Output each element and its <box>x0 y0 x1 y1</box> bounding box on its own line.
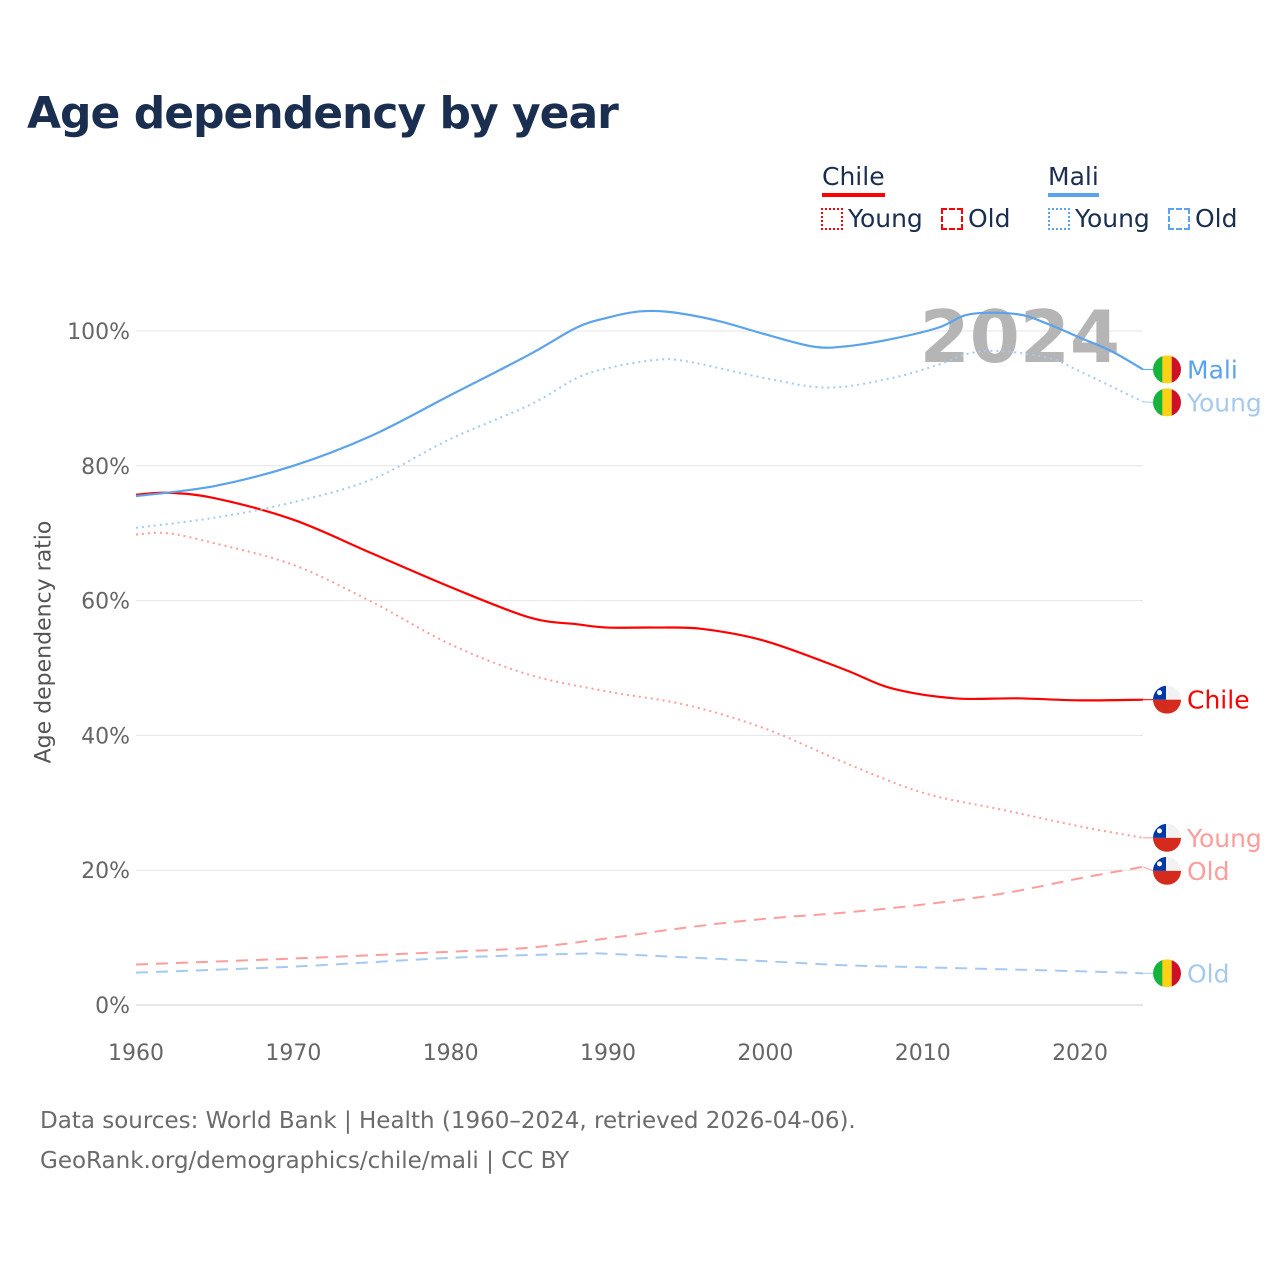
x-tick-label: 1960 <box>108 1041 164 1066</box>
legend-label: Old <box>968 204 1011 233</box>
x-tick-label: 2020 <box>1052 1041 1108 1066</box>
x-tick-label: 1970 <box>265 1041 321 1066</box>
y-tick-label: 0% <box>95 994 130 1019</box>
chile-flag-icon <box>1153 685 1181 714</box>
y-tick-label: 100% <box>67 320 130 345</box>
end-label-mali: Mali <box>1187 355 1238 384</box>
footer-link[interactable]: GeoRank.org/demographics/chile/mali | CC… <box>40 1148 570 1174</box>
legend-mali-young[interactable]: Young <box>1048 204 1150 233</box>
dotted-swatch-icon <box>1048 207 1070 230</box>
dotted-swatch-icon <box>821 207 843 230</box>
chile-flag-icon <box>1153 823 1181 852</box>
dashed-swatch-icon <box>941 207 963 230</box>
series-line-chile <box>135 491 1144 702</box>
legend-label: Young <box>848 204 923 233</box>
chile-flag-icon <box>1153 856 1181 885</box>
x-tick-label: 2010 <box>895 1041 951 1066</box>
legend-chile-old[interactable]: Old <box>941 204 1011 233</box>
y-tick-label: 80% <box>81 455 130 480</box>
x-tick-label: 1980 <box>423 1041 479 1066</box>
mali-flag-icon <box>1153 388 1181 417</box>
y-axis-label: Age dependency ratio <box>31 520 57 764</box>
mali-flag-icon <box>1153 355 1181 384</box>
end-label-chile: Chile <box>1187 686 1250 715</box>
year-watermark: 2024 <box>920 295 1120 379</box>
end-label-mali-old: Old <box>1187 959 1230 988</box>
mali-flag-icon <box>1153 959 1181 988</box>
dashed-swatch-icon <box>1168 207 1190 230</box>
legend-mali-old[interactable]: Old <box>1168 204 1238 233</box>
label-connector <box>1142 866 1154 872</box>
legend-mali[interactable]: Mali <box>1048 162 1099 197</box>
end-label-mali-young: Young <box>1186 388 1262 417</box>
legend-label: Young <box>1075 204 1150 233</box>
x-tick-label: 1990 <box>580 1041 636 1066</box>
y-tick-label: 40% <box>81 724 130 749</box>
y-tick-label: 60% <box>81 590 130 615</box>
chart-title: Age dependency by year <box>27 88 619 139</box>
series-line-mali-old <box>135 952 1144 975</box>
series-line-mali <box>135 309 1144 498</box>
footer-sources: Data sources: World Bank | Health (1960–… <box>40 1108 856 1134</box>
legend-chile[interactable]: Chile <box>822 162 885 197</box>
end-label-chile-old: Old <box>1187 857 1230 886</box>
legend-label: Old <box>1195 204 1238 233</box>
series-line-chile-young <box>135 531 1144 839</box>
label-connector <box>1142 401 1154 403</box>
end-label-chile-young: Young <box>1186 824 1262 853</box>
legend-chile-young[interactable]: Young <box>821 204 923 233</box>
series-line-chile-old <box>135 865 1144 966</box>
x-tick-label: 2000 <box>737 1041 793 1066</box>
y-tick-label: 20% <box>81 859 130 884</box>
